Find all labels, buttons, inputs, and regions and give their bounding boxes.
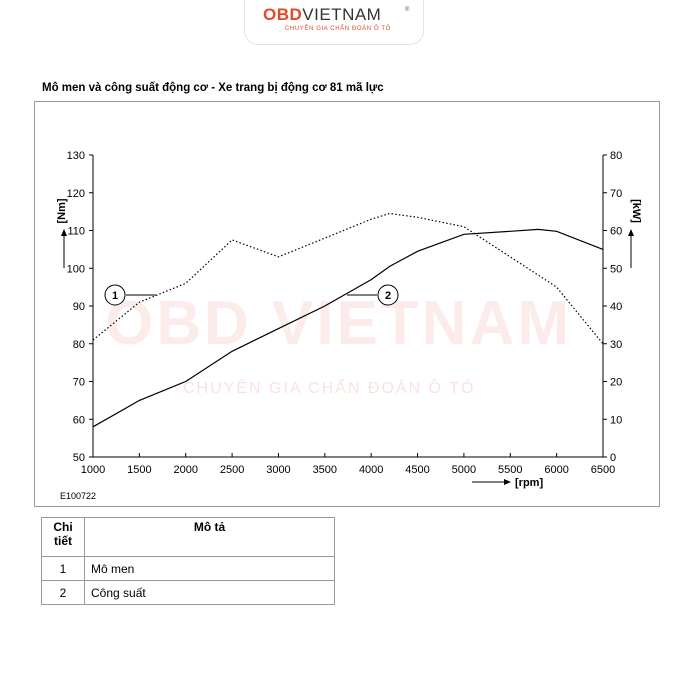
logo-viet-text: VIETNAM bbox=[302, 5, 382, 24]
table-row: 1 Mô men bbox=[41, 556, 335, 581]
legend-row-id: 1 bbox=[41, 556, 85, 581]
legend-row-id: 2 bbox=[41, 580, 85, 605]
left-tick-label: 90 bbox=[73, 301, 85, 313]
left-tick-label: 60 bbox=[73, 414, 85, 426]
right-tick-label: 10 bbox=[610, 414, 622, 426]
legend-table: Chi tiết Mô tả 1 Mô men 2 Công suất bbox=[41, 517, 335, 605]
axis-labels: [Nm] [kW] [rpm] E100722 bbox=[56, 198, 642, 501]
right-tick-label: 50 bbox=[610, 263, 622, 275]
figure-title: Mô men và công suất động cơ - Xe trang b… bbox=[42, 82, 384, 94]
left-tick-label: 50 bbox=[73, 452, 85, 464]
x-tick-label: 4500 bbox=[405, 464, 429, 476]
right-tick-label: 20 bbox=[610, 377, 622, 389]
right-tick-label: 0 bbox=[610, 452, 616, 464]
watermark-logo: OBD VIETNAM bbox=[105, 289, 572, 358]
logo-registered-mark: ® bbox=[405, 7, 410, 13]
right-axis-arrowhead bbox=[628, 229, 634, 236]
left-tick-label: 70 bbox=[73, 377, 85, 389]
left-axis-ticks: 50 60 70 80 90 100 110 120 130 bbox=[67, 150, 93, 464]
logo-wordmark: OBDVIETNAM bbox=[263, 5, 381, 25]
x-tick-label: 5000 bbox=[452, 464, 476, 476]
x-tick-label: 6000 bbox=[544, 464, 568, 476]
chart-series bbox=[92, 212, 604, 428]
x-tick-label: 3000 bbox=[266, 464, 290, 476]
legend-header-row: Chi tiết Mô tả bbox=[41, 517, 335, 557]
x-tick-label: 2000 bbox=[173, 464, 197, 476]
x-tick-label: 6500 bbox=[591, 464, 615, 476]
figure-code: E100722 bbox=[60, 491, 96, 501]
left-tick-label: 130 bbox=[67, 150, 85, 162]
x-tick-label: 5500 bbox=[498, 464, 522, 476]
legend-header-desc: Mô tả bbox=[84, 517, 335, 557]
table-row: 2 Công suất bbox=[41, 580, 335, 605]
series-2-line bbox=[92, 228, 604, 428]
legend-row-desc: Mô men bbox=[84, 556, 335, 581]
right-axis-ticks: 0 10 20 30 40 50 60 70 80 bbox=[603, 150, 622, 464]
x-tick-label: 2500 bbox=[220, 464, 244, 476]
brand-logo: OBDVIETNAM ® CHUYÊN GIA CHẨN ĐOÁN Ô TÔ bbox=[244, 0, 424, 45]
left-tick-label: 110 bbox=[67, 226, 85, 238]
left-axis-arrowhead bbox=[61, 229, 67, 236]
left-tick-label: 120 bbox=[67, 188, 85, 200]
x-axis-arrowhead bbox=[504, 479, 511, 485]
left-axis-title: [Nm] bbox=[56, 198, 68, 223]
callout-label: 2 bbox=[385, 290, 391, 302]
x-tick-label: 1500 bbox=[127, 464, 151, 476]
left-tick-label: 80 bbox=[73, 339, 85, 351]
x-tick-label: 3500 bbox=[313, 464, 337, 476]
right-tick-label: 70 bbox=[610, 188, 622, 200]
legend-row-desc: Công suất bbox=[84, 580, 335, 605]
right-tick-label: 40 bbox=[610, 301, 622, 313]
callout-circle bbox=[104, 284, 126, 306]
watermark-tagline: CHUYÊN GIA CHẨN ĐOÁN Ô TÔ bbox=[183, 380, 476, 397]
logo-obd-text: OBD bbox=[263, 5, 303, 24]
callout-label: 1 bbox=[112, 290, 118, 302]
callout-circle bbox=[377, 284, 399, 306]
legend-header-id: Chi tiết bbox=[41, 517, 85, 557]
left-tick-label: 100 bbox=[67, 263, 85, 275]
x-tick-label: 1000 bbox=[81, 464, 105, 476]
x-tick-label: 4000 bbox=[359, 464, 383, 476]
right-tick-label: 60 bbox=[610, 226, 622, 238]
right-axis-title: [kW] bbox=[630, 199, 642, 223]
x-axis-ticks: 1000 1500 2000 2500 3000 3500 4000 4500 5000 5500… bbox=[81, 453, 615, 476]
chart-axes bbox=[92, 155, 604, 458]
series-1-line bbox=[92, 212, 604, 345]
right-tick-label: 80 bbox=[610, 150, 622, 162]
x-axis-title: [rpm] bbox=[515, 477, 543, 489]
chart-frame bbox=[34, 101, 660, 507]
right-tick-label: 30 bbox=[610, 339, 622, 351]
logo-tagline: CHUYÊN GIA CHẨN ĐOÁN Ô TÔ bbox=[285, 26, 391, 32]
